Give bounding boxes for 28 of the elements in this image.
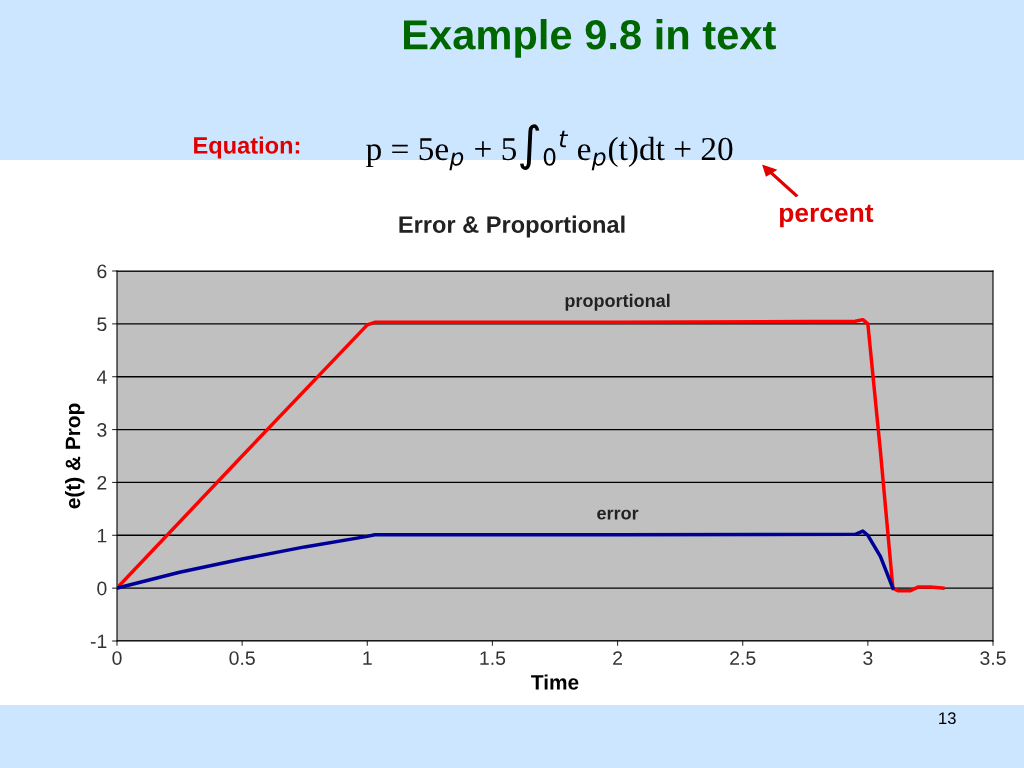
- x-tick-label: 0.5: [229, 651, 255, 665]
- y-tick-label: 4: [96, 370, 107, 384]
- x-tick-label: 0: [112, 651, 122, 665]
- chart-subtitle: Error & Proportional: [399, 215, 625, 238]
- line-series: [117, 317, 945, 593]
- y-tick-label: -1: [90, 634, 107, 649]
- x-tick-label: 2.5: [730, 651, 756, 665]
- y-tick-label: 0: [97, 581, 107, 596]
- y-axis-title: e(t) & Prop: [65, 403, 85, 509]
- x-tick-label: 1: [363, 651, 372, 665]
- x-tick-label: 1.5: [480, 651, 506, 665]
- series-label: error: [597, 509, 639, 520]
- text: 13: [939, 712, 956, 725]
- y-tick-label: 6: [97, 264, 107, 279]
- x-axis-title: Time: [531, 674, 579, 690]
- text: p = 5e$_{p}$ + 5∫$_{0}$$^{t}$ e$_{p}$(t)dt + 20: [366, 124, 733, 171]
- series-label: proportional: [565, 293, 670, 311]
- y-tick-label: 3: [97, 423, 107, 437]
- y-tick-label: 2: [97, 475, 107, 490]
- chart-title: Example 9.8 in text: [404, 18, 776, 58]
- x-tick-label: 3: [863, 651, 873, 665]
- x-tick-label: 3.5: [980, 651, 1006, 665]
- x-tick-label: 2: [613, 651, 622, 665]
- line-series: [117, 529, 895, 590]
- text: Equation:: [194, 136, 300, 159]
- y-tick-label: 1: [97, 528, 107, 543]
- y-tick-label: 5: [97, 317, 107, 332]
- text: percent: [779, 204, 874, 228]
